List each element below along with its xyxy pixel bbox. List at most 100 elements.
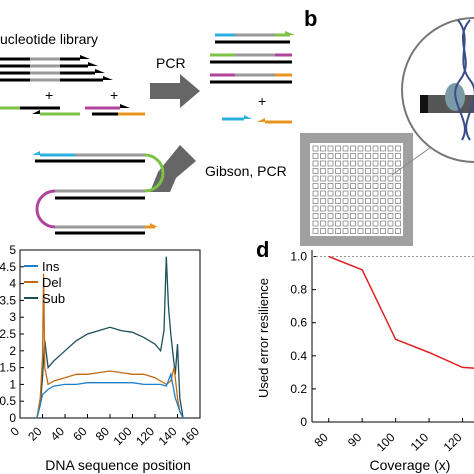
panel-d-x-axis: 80 90 100 110 120 xyxy=(312,418,465,454)
chip-well xyxy=(380,145,386,152)
chip-well xyxy=(350,153,356,159)
chip-well xyxy=(395,205,401,212)
chip-well xyxy=(342,228,349,234)
y-tick-label: 1.0 xyxy=(290,250,307,264)
chip-well xyxy=(312,175,319,182)
chip-well xyxy=(320,160,326,167)
chip-well xyxy=(350,168,356,174)
chip-well xyxy=(350,198,356,204)
legend-label-ins: Ins xyxy=(42,259,60,274)
chip-well xyxy=(327,213,334,219)
chip-well xyxy=(380,228,386,234)
chip-well xyxy=(395,175,401,182)
y-tick-label: 0.4 xyxy=(290,349,307,363)
chip-well xyxy=(350,175,356,182)
panel-c-series xyxy=(36,256,184,419)
chip-well xyxy=(372,228,379,234)
x-tick-label: 140 xyxy=(156,424,180,448)
chip-well xyxy=(335,220,341,227)
chip-well xyxy=(395,220,401,227)
chip-well xyxy=(327,205,334,212)
chip-well xyxy=(350,190,356,197)
x-tick-label: 90 xyxy=(345,430,365,450)
chip-well xyxy=(342,175,349,182)
chip-well xyxy=(342,183,349,189)
chip-well xyxy=(335,168,341,174)
chip-well xyxy=(380,153,386,159)
adapter-pairs: + + xyxy=(0,87,145,116)
chip-well xyxy=(372,160,379,167)
chip-well xyxy=(372,183,379,189)
panel-c-x-label: DNA sequence position xyxy=(45,457,191,473)
chip-well xyxy=(342,190,349,197)
y-tick-label: 0.5 xyxy=(0,394,16,408)
y-tick-label: 0.8 xyxy=(290,283,307,297)
series-line-ins xyxy=(36,371,184,419)
x-tick-label: 60 xyxy=(70,424,90,444)
chip-well xyxy=(365,190,371,197)
chip-well xyxy=(365,228,371,234)
chip-well xyxy=(327,220,334,227)
chip-well xyxy=(342,160,349,167)
chip-well xyxy=(335,175,341,182)
chip-well xyxy=(335,153,341,159)
chip-well-grid xyxy=(312,145,401,234)
chip-well xyxy=(372,213,379,219)
y-tick-label: 0.6 xyxy=(290,316,307,330)
chip-well xyxy=(335,198,341,204)
chip-well xyxy=(350,220,356,227)
chip-well xyxy=(312,160,319,167)
chip-well xyxy=(372,145,379,152)
chip-well xyxy=(372,220,379,227)
y-tick-label: 4 xyxy=(9,277,16,291)
chip-well xyxy=(365,168,371,174)
chip-well xyxy=(395,228,401,234)
pcr-arrow xyxy=(150,74,200,108)
assembled-construct xyxy=(32,151,165,235)
chip-well xyxy=(365,153,371,159)
x-tick-label: 80 xyxy=(93,424,113,444)
panel-d-series xyxy=(312,255,474,369)
chip-well xyxy=(312,205,319,212)
chip-well xyxy=(387,183,394,189)
chip-well xyxy=(365,160,371,167)
chip-well xyxy=(320,220,326,227)
chip-well xyxy=(350,145,356,152)
y-tick-label: 0 xyxy=(300,415,307,429)
chip-well xyxy=(320,145,326,152)
chip-well xyxy=(312,168,319,174)
chip-well xyxy=(387,175,394,182)
panel-a-schematic: ucleotide library + + xyxy=(0,31,295,235)
chip-well xyxy=(327,145,334,152)
x-tick-label: 0 xyxy=(7,424,22,439)
chip-well xyxy=(350,205,356,212)
chip-well xyxy=(335,183,341,189)
chip-well xyxy=(312,198,319,204)
chip-well xyxy=(320,183,326,189)
x-tick-label: 40 xyxy=(48,424,68,444)
chip-well xyxy=(395,145,401,152)
panel-d-x-label: Coverage (x) xyxy=(370,457,451,473)
chip-well xyxy=(350,213,356,219)
chip-well xyxy=(395,183,401,189)
chip-well xyxy=(327,190,334,197)
chip-well xyxy=(365,220,371,227)
x-tick-label: 120 xyxy=(133,424,157,448)
y-tick-label: 2.5 xyxy=(0,327,16,341)
chip-well xyxy=(365,198,371,204)
chip-well xyxy=(380,198,386,204)
chip-well xyxy=(395,213,401,219)
chip-well xyxy=(350,228,356,234)
chip-well xyxy=(342,205,349,212)
panel-d-y-label: Used error resilience xyxy=(256,278,271,398)
chip-well xyxy=(372,190,379,197)
chip-well xyxy=(380,160,386,167)
chip-well xyxy=(357,160,364,167)
x-tick-label: 110 xyxy=(408,430,432,454)
library-label: ucleotide library xyxy=(0,31,98,47)
chip-well xyxy=(380,220,386,227)
chip-well xyxy=(327,198,334,204)
chip-well xyxy=(312,213,319,219)
panel-c-y-axis: 0 0.5 1 1.5 2 2.5 3 3.5 4 4.5 5 xyxy=(0,243,24,425)
